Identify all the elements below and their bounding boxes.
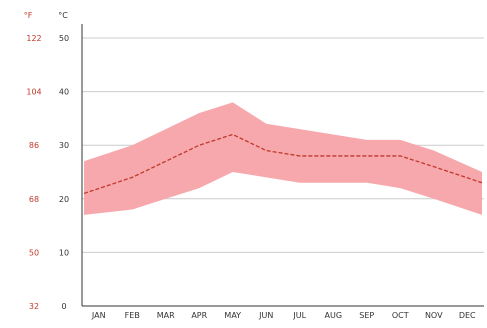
y-tick-fahrenheit: 86 — [29, 141, 39, 150]
y-tick-fahrenheit: 122 — [26, 34, 41, 43]
x-tick-label: APR — [191, 311, 207, 320]
x-tick-label: MAR — [157, 311, 175, 320]
x-tick-label: SEP — [359, 311, 374, 320]
x-tick-label: AUG — [324, 311, 342, 320]
y-tick-fahrenheit: 50 — [29, 248, 39, 257]
mean-temperature-line — [83, 133, 483, 195]
x-tick-label: FEB — [125, 311, 140, 320]
unit-fahrenheit: °F — [24, 11, 33, 20]
x-tick-label: JAN — [91, 311, 106, 320]
x-tick-label: JUL — [292, 311, 306, 320]
y-tick-fahrenheit: 32 — [29, 302, 39, 311]
unit-celsius: °C — [58, 11, 68, 20]
y-tick-celsius: 50 — [59, 34, 69, 43]
x-tick-label: OCT — [392, 311, 409, 320]
x-axis: JAN FEB MAR APR MAY JUN JUL AUG SEP OCT NOV DEC — [91, 311, 476, 320]
x-tick-label: MAY — [224, 311, 241, 320]
x-tick-label: DEC — [459, 311, 476, 320]
y-tick-celsius: 30 — [59, 141, 69, 150]
y-axis-celsius: 0 10 20 30 40 50 — [59, 34, 69, 311]
x-tick-label: JUN — [258, 311, 273, 320]
y-tick-celsius: 40 — [59, 88, 69, 97]
y-tick-celsius: 0 — [61, 302, 66, 311]
x-tick-label: NOV — [425, 311, 443, 320]
temperature-band — [84, 102, 482, 215]
y-tick-celsius: 20 — [59, 195, 69, 204]
y-tick-celsius: 10 — [59, 248, 69, 257]
mean-line — [83, 133, 483, 195]
y-tick-fahrenheit: 104 — [26, 88, 41, 97]
y-tick-fahrenheit: 68 — [29, 195, 39, 204]
temperature-range-band — [84, 102, 482, 215]
y-axis-fahrenheit: 32 50 68 86 104 122 — [26, 34, 41, 311]
